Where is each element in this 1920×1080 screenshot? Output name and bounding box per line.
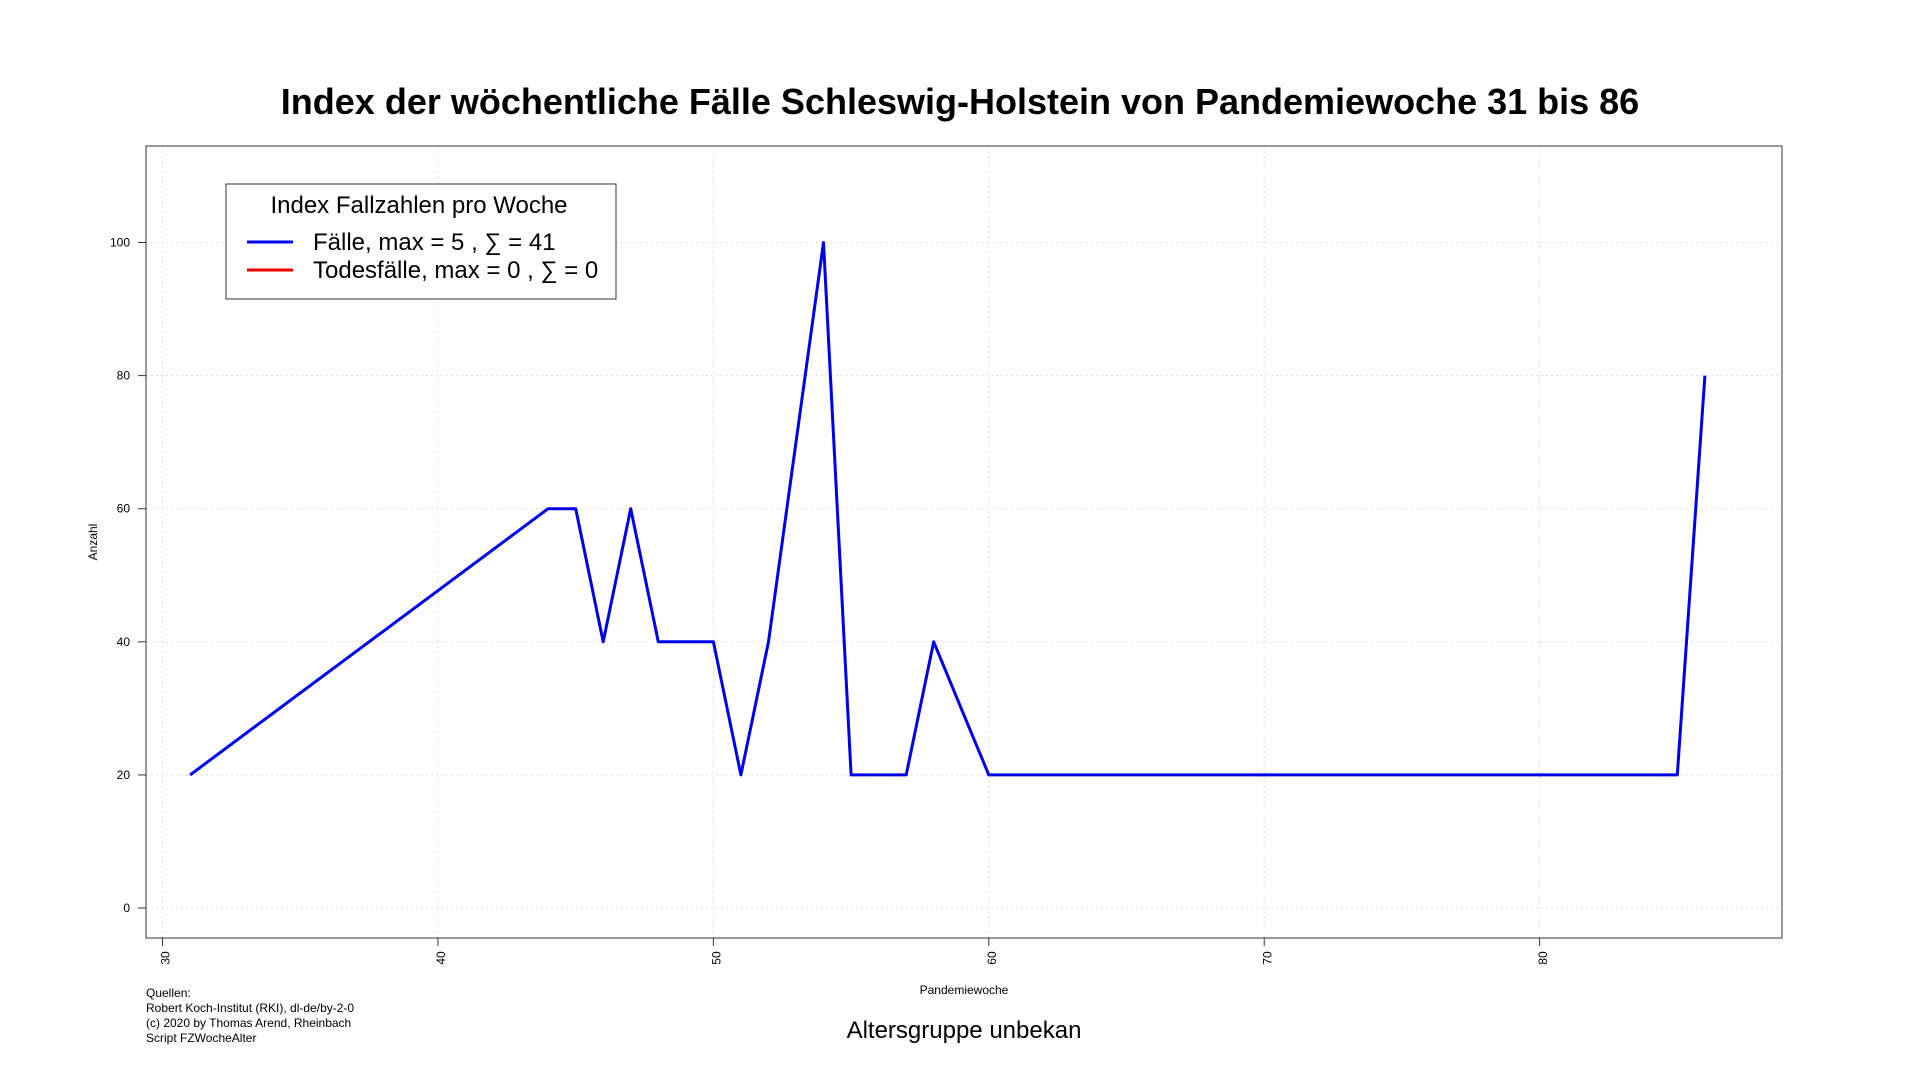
- chart-subtitle: Altersgruppe unbekan: [847, 1017, 1082, 1044]
- x-tick-label: 30: [159, 951, 173, 965]
- legend-label-todesfaelle: Todesfälle, max = 0 , ∑ = 0: [313, 257, 598, 284]
- x-tick-label: 50: [710, 951, 724, 965]
- x-axis: 30 40 50 60 70 80: [159, 938, 1550, 965]
- y-tick-label: 40: [117, 635, 131, 649]
- legend-title: Index Fallzahlen pro Woche: [270, 192, 567, 219]
- x-tick-label: 60: [985, 951, 999, 965]
- x-axis-label: Pandemiewoche: [920, 983, 1009, 997]
- source-line: Script FZWocheAlter: [146, 1031, 257, 1045]
- source-line: Quellen:: [146, 986, 191, 1000]
- series-line-faelle: [189, 241, 1707, 777]
- x-tick-label: 40: [434, 951, 448, 965]
- chart-title: Index der wöchentliche Fälle Schleswig-H…: [281, 81, 1639, 122]
- x-tick-label: 80: [1536, 951, 1550, 965]
- y-tick-label: 100: [110, 236, 130, 250]
- y-axis: 0 20 40 60 80 100: [110, 236, 146, 915]
- y-tick-label: 20: [117, 768, 131, 782]
- x-tick-label: 70: [1260, 951, 1274, 965]
- series-layer: [189, 241, 1707, 777]
- legend-label-faelle: Fälle, max = 5 , ∑ = 41: [313, 229, 556, 256]
- y-axis-label: Anzahl: [86, 524, 100, 561]
- legend: Index Fallzahlen pro Woche Fälle, max = …: [225, 183, 617, 300]
- source-notes: Quellen: Robert Koch-Institut (RKI), dl-…: [146, 986, 354, 1046]
- source-line: (c) 2020 by Thomas Arend, Rheinbach: [146, 1016, 352, 1030]
- source-line: Robert Koch-Institut (RKI), dl-de/by-2-0: [146, 1001, 355, 1015]
- y-tick-label: 60: [117, 502, 131, 516]
- y-tick-label: 0: [123, 901, 130, 915]
- y-tick-label: 80: [117, 369, 131, 383]
- plot-frame: [145, 145, 1783, 939]
